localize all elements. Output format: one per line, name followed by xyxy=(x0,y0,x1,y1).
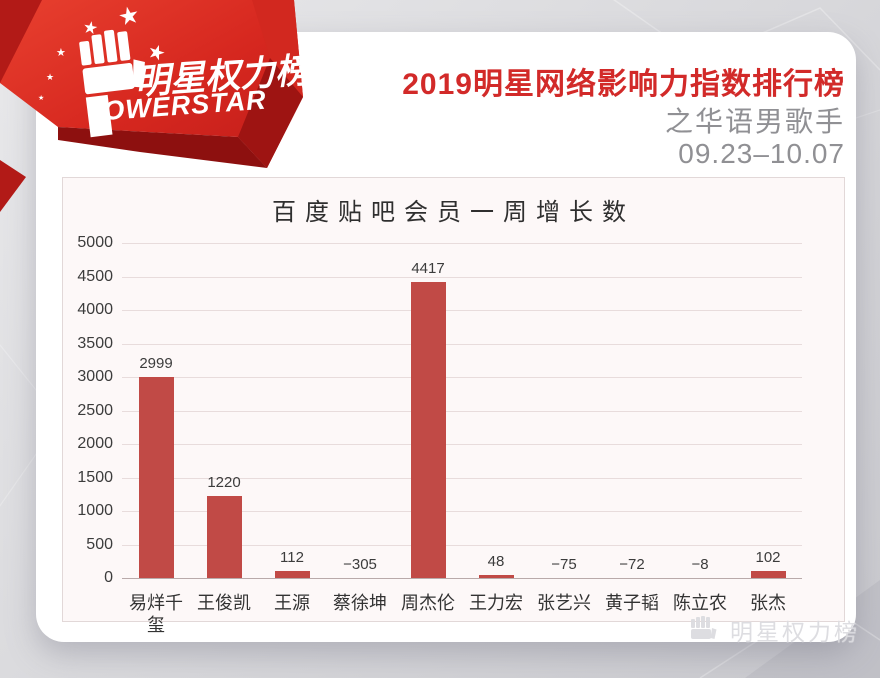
y-tick-label: 500 xyxy=(86,535,113,553)
y-tick-label: 4500 xyxy=(77,267,113,285)
x-category-label: 周杰伦 xyxy=(401,593,455,613)
bar-value-label: −75 xyxy=(551,556,577,573)
bar-value-label: 102 xyxy=(755,549,781,567)
svg-text:★: ★ xyxy=(38,94,44,102)
gridline xyxy=(122,544,802,546)
x-category-label: 王俊凯 xyxy=(197,593,251,613)
plot-area: 0 500 1000 1500 2000 2500 3000 3500 4000 4500 5000… xyxy=(77,235,802,635)
gridline xyxy=(122,276,802,278)
page-title: 2019明星网络影响力指数排行榜 xyxy=(402,68,845,101)
x-category-label: 王源 xyxy=(274,593,310,613)
bar-chart: 百度贴吧会员一周增长数 0 500 1000 1500 2000 2500 3000 3500… xyxy=(62,177,845,635)
bar-value-label: 112 xyxy=(280,548,304,566)
bar xyxy=(750,571,786,578)
x-category-label: 易烊千玺 xyxy=(129,593,183,635)
svg-text:★: ★ xyxy=(46,72,54,82)
x-axis-line xyxy=(122,578,802,579)
watermark-label: 明星权力榜 xyxy=(730,619,860,645)
powerstar-logo: ★ ★ ★ ★ ★ ★ 明星权力榜 OWERSTAR xyxy=(0,0,312,212)
chart-title: 百度贴吧会员一周增长数 xyxy=(272,199,635,226)
y-tick-label: 3500 xyxy=(77,334,113,352)
bar xyxy=(274,570,310,578)
report-header: 2019明星网络影响力指数排行榜 之华语男歌手 09.23–10.07 xyxy=(402,68,845,169)
bar-value-label: 2999 xyxy=(139,355,173,373)
watermark: 明星权力榜 xyxy=(690,613,860,647)
y-tick-label: 5000 xyxy=(77,234,113,251)
y-tick-label: 4000 xyxy=(77,301,113,318)
gridline xyxy=(122,511,802,512)
bar-value-label: 48 xyxy=(487,552,505,570)
y-tick-label: 1000 xyxy=(77,502,113,519)
x-category-label: 蔡徐坤 xyxy=(333,593,387,613)
gem-shape xyxy=(0,0,303,212)
gridline xyxy=(122,377,802,378)
bar xyxy=(410,282,446,578)
y-tick-label: 2500 xyxy=(77,401,113,419)
gridline xyxy=(122,477,802,479)
bar xyxy=(138,377,174,578)
bar-value-label: −8 xyxy=(691,556,709,573)
svg-text:★: ★ xyxy=(56,47,66,59)
gridline xyxy=(122,410,802,412)
page-subtitle: 之华语男歌手 xyxy=(664,106,845,137)
watermark-fist-icon xyxy=(691,616,717,639)
x-category-label: 张艺兴 xyxy=(537,593,591,613)
y-tick-label: 2000 xyxy=(77,435,113,452)
x-category-label: 黄子韬 xyxy=(605,593,659,613)
y-tick-label: 1500 xyxy=(77,468,113,486)
bar-value-label: 4417 xyxy=(411,260,445,278)
bar xyxy=(206,496,242,578)
svg-text:★: ★ xyxy=(144,40,168,66)
gridline xyxy=(122,444,802,445)
x-category-label: 王力宏 xyxy=(469,593,523,613)
bar-value-label: −72 xyxy=(619,556,645,573)
x-category-label: 陈立农 xyxy=(673,593,727,613)
bar-value-label: 1220 xyxy=(207,474,241,492)
svg-text:★: ★ xyxy=(81,17,99,38)
gridline xyxy=(122,243,802,244)
gridline xyxy=(122,343,802,345)
y-tick-label: 3000 xyxy=(77,368,113,385)
date-range: 09.23–10.07 xyxy=(678,138,845,169)
y-tick-label: 0 xyxy=(104,569,113,586)
gridline xyxy=(122,310,802,311)
fist-icon xyxy=(79,29,145,138)
bar xyxy=(478,574,514,578)
x-category-label: 张杰 xyxy=(750,593,786,613)
bar-value-label: −305 xyxy=(343,556,377,573)
